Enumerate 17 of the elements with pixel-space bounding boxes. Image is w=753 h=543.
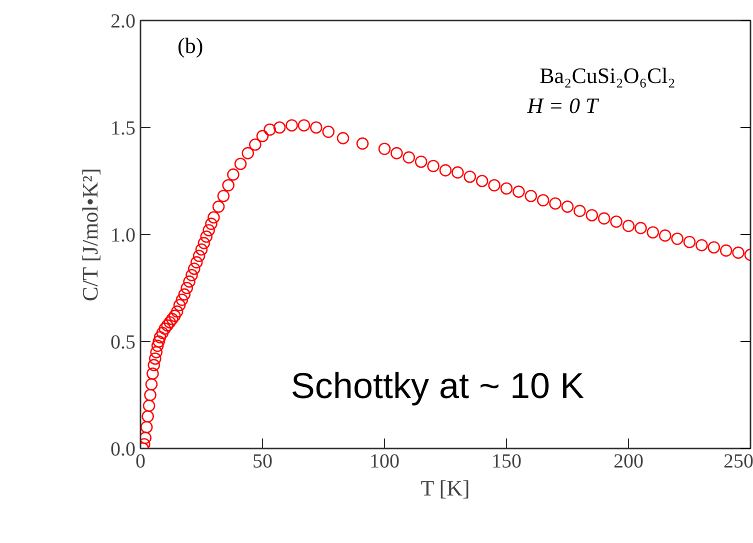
- x-tick-label: 0: [136, 450, 146, 472]
- y-tick-label: 0.5: [110, 332, 136, 354]
- x-axis-title: T [K]: [420, 476, 470, 500]
- x-tick-label: 150: [492, 450, 522, 472]
- annotation: Ba₂CuSi₂O₆Cl₂: [540, 63, 676, 88]
- annotation: H = 0 T: [526, 93, 600, 118]
- x-tick-label: 100: [370, 450, 400, 472]
- y-tick-label: 1.0: [110, 224, 136, 246]
- y-tick-label: 1.5: [110, 118, 136, 140]
- x-tick-label: 250: [724, 450, 753, 472]
- x-tick-label: 50: [252, 450, 272, 472]
- y-tick-label: 0.0: [110, 438, 136, 460]
- y-tick-label: 2.0: [110, 10, 136, 32]
- annotation: (b): [178, 33, 204, 58]
- x-tick-label: 200: [614, 450, 644, 472]
- y-axis-title: C/T [J/mol•K²]: [78, 168, 102, 302]
- annotation: Schottky at ~ 10 K: [290, 365, 584, 406]
